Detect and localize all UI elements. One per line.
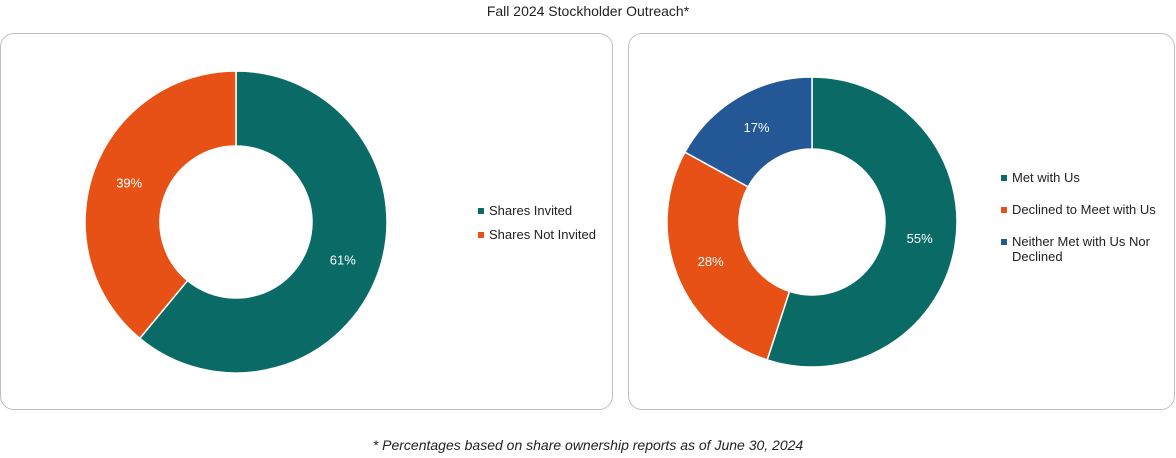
donut-slice-shares-not-invited bbox=[84, 70, 237, 340]
donut-slice-declined-to-meet-with-us bbox=[666, 151, 791, 361]
donut-slice-neither-met-with-us-nor-declined bbox=[683, 76, 813, 188]
legend-swatch bbox=[1001, 175, 1007, 181]
data-label: 55% bbox=[907, 231, 933, 246]
legend-swatch bbox=[1001, 207, 1007, 213]
donut-chart-meetings: 55% 28% 17% bbox=[666, 76, 958, 368]
left-chart-panel: 61% 39% Shares Invited Shares Not Invited bbox=[0, 33, 613, 410]
legend-label: Declined to Meet with Us bbox=[1012, 202, 1156, 217]
legend-label: Shares Not Invited bbox=[489, 227, 596, 242]
data-label: 61% bbox=[330, 252, 356, 267]
legend-swatch bbox=[478, 208, 484, 214]
donut-slice-shares-invited bbox=[138, 70, 388, 374]
legend-item-met-with-us: Met with Us bbox=[1001, 170, 1173, 185]
footnote: * Percentages based on share ownership r… bbox=[372, 437, 804, 453]
right-chart-panel: 55% 28% 17% Met with Us Declined to Meet w… bbox=[628, 33, 1175, 410]
legend-label: Met with Us bbox=[1012, 170, 1080, 185]
legend-item-shares-not-invited: Shares Not Invited bbox=[478, 227, 596, 242]
legend-label: Shares Invited bbox=[489, 203, 573, 218]
data-label: 17% bbox=[743, 120, 769, 135]
data-label: 39% bbox=[116, 176, 142, 191]
legend-right: Met with Us Declined to Meet with Us Nei… bbox=[1001, 170, 1173, 281]
legend-left: Shares Invited Shares Not Invited bbox=[478, 203, 596, 251]
data-label: 28% bbox=[698, 254, 724, 269]
legend-label: Neither Met with Us Nor Declined bbox=[1012, 234, 1150, 264]
donut-slice-met-with-us bbox=[766, 76, 958, 368]
legend-item-declined: Declined to Meet with Us bbox=[1001, 202, 1173, 217]
legend-item-neither: Neither Met with Us Nor Declined bbox=[1001, 234, 1173, 264]
donut-chart-shares-invited: 61% 39% bbox=[84, 70, 388, 374]
legend-swatch bbox=[1001, 239, 1007, 245]
legend-item-shares-invited: Shares Invited bbox=[478, 203, 596, 218]
chart-title: Fall 2024 Stockholder Outreach* bbox=[486, 3, 690, 19]
legend-swatch bbox=[478, 232, 484, 238]
